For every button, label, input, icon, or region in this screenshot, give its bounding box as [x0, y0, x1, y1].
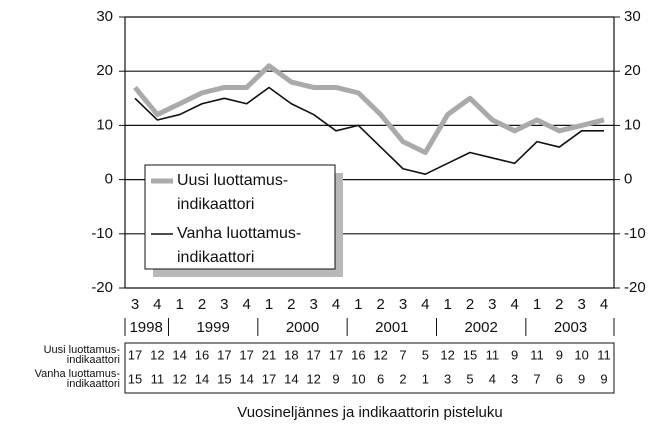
y-tick-label: 10 [96, 116, 113, 133]
x-tick-label: 3 [488, 296, 496, 313]
x-tick-label: 4 [421, 296, 429, 313]
table-cell: 16 [351, 347, 365, 362]
x-tick-label: 4 [153, 296, 161, 313]
x-tick-label: 1 [533, 296, 541, 313]
year-label: 1999 [196, 319, 229, 336]
table-cell: 15 [217, 371, 231, 386]
x-tick-label: 4 [242, 296, 250, 313]
table-cell: 17 [217, 347, 231, 362]
table-cell: 18 [284, 347, 298, 362]
y-tick-label: 20 [96, 62, 113, 79]
x-tick-label: 2 [376, 296, 384, 313]
table-cell: 12 [150, 347, 164, 362]
table-cell: 12 [440, 347, 454, 362]
table-cell: 10 [351, 371, 365, 386]
x-tick-label: 3 [399, 296, 407, 313]
table-row-label: Vanha luottamus-indikaattori [35, 368, 121, 390]
x-tick-label: 1 [443, 296, 451, 313]
table-cell: 9 [332, 371, 339, 386]
table-cell: 17 [239, 347, 253, 362]
table-cell: 11 [151, 371, 165, 386]
table-cell: 14 [239, 371, 253, 386]
x-tick-label: 2 [466, 296, 474, 313]
x-tick-label: 1 [265, 296, 273, 313]
y2-tick-label: 0 [624, 171, 632, 188]
table-cell: 7 [533, 371, 540, 386]
table-cell: 3 [511, 371, 518, 386]
table-cell: 12 [373, 347, 387, 362]
table-cell: 16 [195, 347, 209, 362]
table-cell: 14 [195, 371, 209, 386]
x-tick-label: 1 [354, 296, 362, 313]
y-tick-label: -20 [91, 279, 113, 296]
table-cell: 5 [422, 347, 429, 362]
table-cell: 6 [556, 371, 563, 386]
x-tick-label: 2 [287, 296, 295, 313]
x-tick-label: 3 [309, 296, 317, 313]
table-cell: 12 [306, 371, 320, 386]
legend-box [144, 164, 336, 270]
table-cell: 5 [466, 371, 473, 386]
table-cell: 12 [172, 371, 186, 386]
table-cell: 9 [600, 371, 607, 386]
y2-tick-label: 30 [624, 8, 641, 25]
y-tick-label: -10 [91, 225, 113, 242]
table-cell: 9 [578, 371, 585, 386]
table-cell: 9 [511, 347, 518, 362]
table-cell: 15 [463, 347, 477, 362]
series-line [134, 86, 604, 175]
x-tick-label: 2 [555, 296, 563, 313]
table-row-label: Uusi luottamus-indikaattori [44, 344, 121, 366]
year-label: 2000 [286, 319, 319, 336]
table-cell: 21 [262, 347, 276, 362]
table-cell: 10 [574, 347, 588, 362]
x-tick-label: 2 [198, 296, 206, 313]
x-tick-label: 3 [220, 296, 228, 313]
y2-tick-label: -10 [624, 225, 646, 242]
y-tick-label: 0 [105, 171, 113, 188]
table-cell: 17 [262, 371, 276, 386]
table-cell: 15 [128, 371, 142, 386]
table-cell: 17 [329, 347, 343, 362]
table-cell: 17 [128, 347, 142, 362]
table-cell: 11 [597, 347, 611, 362]
table-box [124, 342, 615, 394]
legend-label: Vanha luottamus-indikaattori [177, 225, 301, 266]
table-cell: 2 [399, 371, 406, 386]
y2-tick-label: 20 [624, 62, 641, 79]
y-tick-label: 30 [96, 8, 113, 25]
x-tick-label: 4 [332, 296, 340, 313]
table-cell: 11 [486, 347, 500, 362]
x-tick-label: 4 [510, 296, 518, 313]
y2-tick-label: 10 [624, 116, 641, 133]
table-cell: 14 [284, 371, 298, 386]
table-cell: 4 [489, 371, 496, 386]
year-label: 2002 [464, 319, 497, 336]
x-tick-label: 3 [577, 296, 585, 313]
table-cell: 17 [306, 347, 320, 362]
x-tick-label: 1 [175, 296, 183, 313]
year-label: 2001 [375, 319, 408, 336]
series-line [133, 63, 605, 155]
table-cell: 14 [172, 347, 186, 362]
x-tick-label: 4 [600, 296, 608, 313]
y2-tick-label: -20 [624, 279, 646, 296]
legend-label: Uusi luottamus-indikaattori [177, 172, 288, 213]
table-cell: 11 [530, 347, 544, 362]
table-cell: 3 [444, 371, 451, 386]
x-tick-label: 3 [131, 296, 139, 313]
table-cell: 7 [399, 347, 406, 362]
year-label: 2003 [554, 319, 587, 336]
year-label: 1998 [129, 319, 162, 336]
table-cell: 1 [422, 371, 429, 386]
x-axis-label: Vuosineljännes ja indikaattorin pisteluk… [237, 404, 502, 421]
table-cell: 9 [556, 347, 563, 362]
table-cell: 6 [377, 371, 384, 386]
